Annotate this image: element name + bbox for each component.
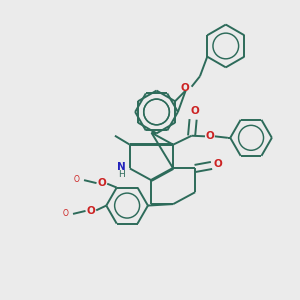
Text: O: O xyxy=(190,106,199,116)
Text: O: O xyxy=(86,206,95,216)
Text: O: O xyxy=(63,209,68,218)
Text: O: O xyxy=(214,159,222,169)
Text: H: H xyxy=(118,170,125,179)
Text: O: O xyxy=(74,175,80,184)
Text: N: N xyxy=(117,162,126,172)
Text: O: O xyxy=(181,83,189,93)
Text: O: O xyxy=(98,178,106,188)
Text: O: O xyxy=(205,131,214,141)
